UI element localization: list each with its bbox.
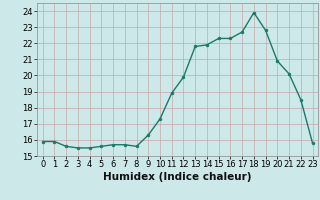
X-axis label: Humidex (Indice chaleur): Humidex (Indice chaleur): [103, 172, 252, 182]
